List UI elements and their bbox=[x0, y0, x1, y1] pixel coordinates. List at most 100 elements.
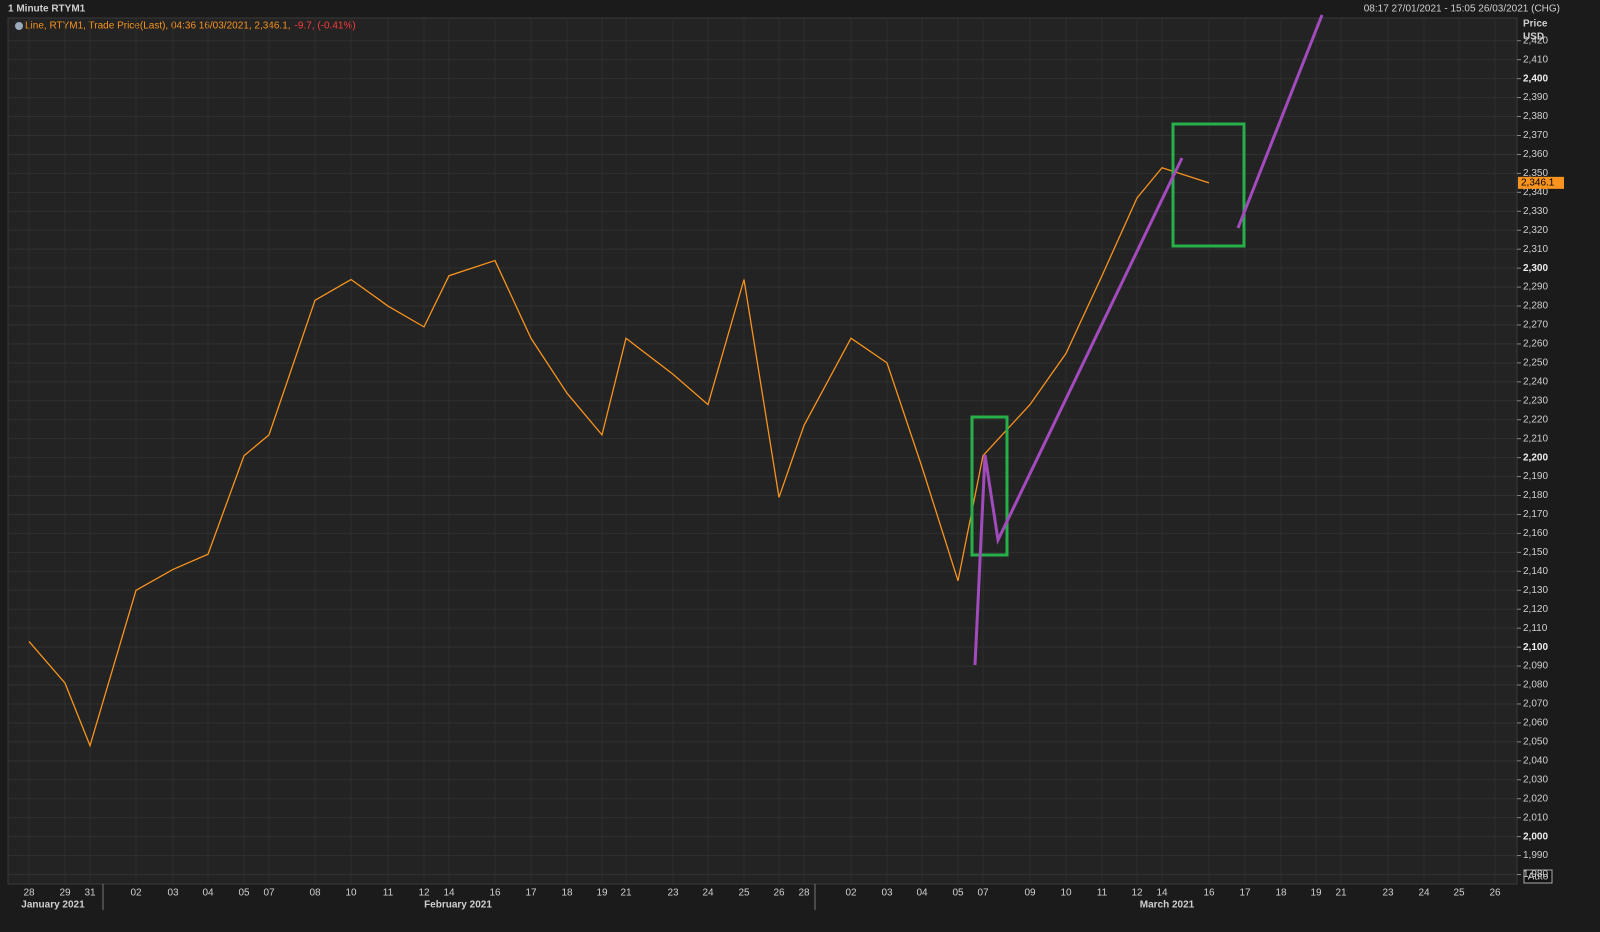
x-tick-label: 07 bbox=[977, 888, 989, 899]
y-tick-label: 2,340 bbox=[1523, 187, 1548, 198]
y-tick-label: 2,320 bbox=[1523, 225, 1548, 236]
x-tick-label: 28 bbox=[798, 888, 810, 899]
y-tick-label: 2,110 bbox=[1523, 623, 1548, 634]
y-tick-label: 2,380 bbox=[1523, 111, 1548, 122]
x-tick-label: 21 bbox=[620, 888, 632, 899]
x-tick-label: 11 bbox=[383, 888, 394, 899]
trend-line bbox=[973, 157, 1184, 666]
y-tick-label: 1,990 bbox=[1523, 850, 1548, 861]
y-tick-label: 1,980 bbox=[1523, 869, 1548, 880]
x-tick-label: 14 bbox=[1156, 888, 1168, 899]
y-tick-label: 2,260 bbox=[1523, 339, 1548, 350]
x-tick-label: 03 bbox=[167, 888, 179, 899]
x-tick-label: 26 bbox=[1489, 888, 1501, 899]
month-label: January 2021 bbox=[21, 900, 85, 911]
x-tick-label: 09 bbox=[1024, 888, 1036, 899]
legend-icon bbox=[15, 22, 23, 30]
x-tick-label: 02 bbox=[845, 888, 857, 899]
legend-change: -9.7, (-0.41%) bbox=[295, 21, 356, 32]
y-tick-label: 2,310 bbox=[1523, 244, 1548, 255]
highlight-box bbox=[970, 415, 1009, 557]
y-tick-label: 2,250 bbox=[1523, 358, 1548, 369]
x-tick-label: 26 bbox=[773, 888, 785, 899]
x-tick-label: 08 bbox=[309, 888, 321, 899]
range-text: 08:17 27/01/2021 - 15:05 26/03/2021 (CHG… bbox=[1364, 4, 1560, 15]
y-tick-label: 2,120 bbox=[1523, 604, 1548, 615]
x-tick-label: 16 bbox=[489, 888, 501, 899]
x-tick-label: 25 bbox=[1453, 888, 1465, 899]
y-tick-label: 2,100 bbox=[1523, 642, 1548, 653]
x-tick-label: 18 bbox=[561, 888, 573, 899]
y-tick-label: 2,220 bbox=[1523, 414, 1548, 425]
auto-label[interactable]: Auto bbox=[1528, 872, 1549, 883]
y-title: Price bbox=[1523, 19, 1548, 30]
y-tick-label: 2,370 bbox=[1523, 130, 1548, 141]
x-tick-label: 17 bbox=[525, 888, 537, 899]
x-tick-label: 18 bbox=[1275, 888, 1287, 899]
y-tick-label: 2,150 bbox=[1523, 547, 1548, 558]
x-tick-label: 24 bbox=[702, 888, 714, 899]
y-tick-label: 2,390 bbox=[1523, 92, 1548, 103]
x-tick-label: 14 bbox=[443, 888, 455, 899]
x-tick-label: 16 bbox=[1203, 888, 1215, 899]
y-tick-label: 2,010 bbox=[1523, 812, 1548, 823]
y-tick-label: 2,270 bbox=[1523, 320, 1548, 331]
x-tick-label: 23 bbox=[1382, 888, 1394, 899]
highlight-box bbox=[1171, 122, 1246, 248]
y-tick-label: 2,080 bbox=[1523, 680, 1548, 691]
x-tick-label: 19 bbox=[1310, 888, 1322, 899]
y-tick-label: 2,400 bbox=[1523, 73, 1548, 84]
x-tick-label: 10 bbox=[345, 888, 357, 899]
x-tick-label: 25 bbox=[738, 888, 750, 899]
x-tick-label: 28 bbox=[23, 888, 35, 899]
y-tick-label: 2,420 bbox=[1523, 35, 1548, 46]
y-tick-label: 2,230 bbox=[1523, 395, 1548, 406]
y-tick-label: 2,170 bbox=[1523, 509, 1548, 520]
y-tick-label: 2,020 bbox=[1523, 793, 1548, 804]
x-tick-label: 12 bbox=[1131, 888, 1143, 899]
y-tick-label: 2,090 bbox=[1523, 661, 1548, 672]
x-tick-label: 04 bbox=[202, 888, 214, 899]
x-tick-label: 29 bbox=[59, 888, 71, 899]
y-tick-label: 2,210 bbox=[1523, 433, 1548, 444]
x-tick-label: 17 bbox=[1239, 888, 1251, 899]
x-tick-label: 05 bbox=[952, 888, 964, 899]
y-tick-label: 2,130 bbox=[1523, 585, 1548, 596]
x-tick-label: 19 bbox=[596, 888, 608, 899]
y-tick-label: 2,180 bbox=[1523, 490, 1548, 501]
x-tick-label: 02 bbox=[130, 888, 142, 899]
y-tick-label: 2,280 bbox=[1523, 301, 1548, 312]
trend-line bbox=[1236, 14, 1324, 229]
y-tick-label: 2,190 bbox=[1523, 471, 1548, 482]
x-tick-label: 11 bbox=[1097, 888, 1108, 899]
x-tick-label: 05 bbox=[238, 888, 250, 899]
y-tick-label: 2,360 bbox=[1523, 149, 1548, 160]
month-label: February 2021 bbox=[424, 900, 492, 911]
y-tick-label: 2,240 bbox=[1523, 376, 1548, 387]
y-tick-label: 2,140 bbox=[1523, 566, 1548, 577]
y-tick-label: 2,300 bbox=[1523, 263, 1548, 274]
x-tick-label: 12 bbox=[418, 888, 430, 899]
x-tick-label: 23 bbox=[667, 888, 679, 899]
y-tick-label: 2,040 bbox=[1523, 755, 1548, 766]
y-tick-label: 2,350 bbox=[1523, 168, 1548, 179]
y-tick-label: 2,330 bbox=[1523, 206, 1548, 217]
y-tick-label: 2,160 bbox=[1523, 528, 1548, 539]
last-price-box bbox=[1518, 176, 1564, 189]
x-tick-label: 24 bbox=[1418, 888, 1430, 899]
auto-button[interactable] bbox=[1523, 869, 1553, 884]
x-tick-label: 10 bbox=[1060, 888, 1072, 899]
y-tick-label: 2,030 bbox=[1523, 774, 1548, 785]
x-tick-label: 21 bbox=[1335, 888, 1347, 899]
x-tick-label: 07 bbox=[263, 888, 275, 899]
x-tick-label: 03 bbox=[881, 888, 893, 899]
y-tick-label: 2,050 bbox=[1523, 737, 1548, 748]
y-tick-label: 2,410 bbox=[1523, 54, 1548, 65]
legend-text: Line, RTYM1, Trade Price(Last), 04:36 16… bbox=[25, 21, 291, 32]
annotations bbox=[970, 14, 1324, 666]
y-unit: USD bbox=[1523, 32, 1544, 43]
x-tick-label: 04 bbox=[916, 888, 928, 899]
y-tick-label: 2,290 bbox=[1523, 282, 1548, 293]
y-tick-label: 2,200 bbox=[1523, 452, 1548, 463]
